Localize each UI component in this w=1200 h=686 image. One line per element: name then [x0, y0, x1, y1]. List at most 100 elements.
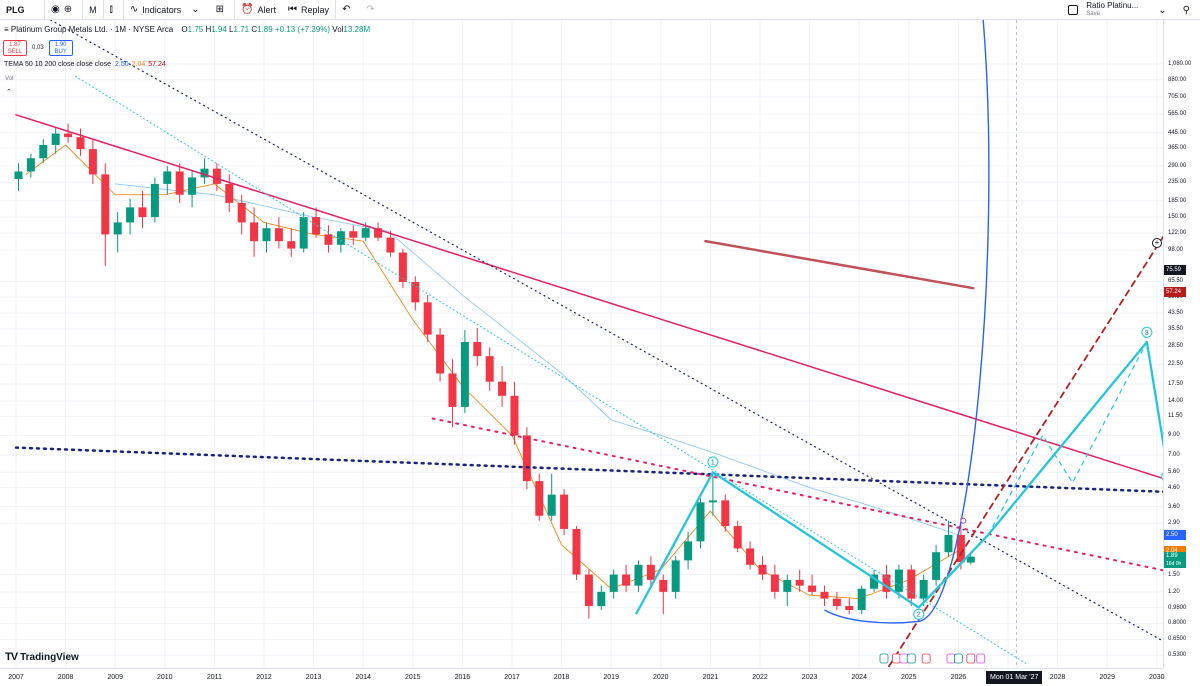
candle-body-1: [26, 158, 35, 172]
layout-name-label: Ratio Platinu...: [1086, 1, 1139, 10]
add-alert-plus-icon[interactable]: +: [1152, 238, 1162, 248]
replay-icon: ⏮: [288, 4, 297, 15]
price-tick-17: 22.50: [1168, 361, 1184, 368]
earnings-marker-0: [879, 653, 889, 664]
candle-body-7: [101, 174, 110, 235]
buy-label: BUY: [54, 49, 67, 55]
layout-menu-button[interactable]: ⌄: [1152, 0, 1176, 20]
price-tick-32: 0.5300: [1168, 652, 1187, 659]
sma-line: [115, 183, 959, 536]
collapse-legend-icon[interactable]: ⌃: [6, 89, 12, 96]
open-label: O: [181, 25, 188, 34]
price-axis[interactable]: 1,080.00 880.00 705.00 565.00 445.00 365.00 29…: [1163, 20, 1200, 668]
sell-button[interactable]: 1.87 SELL: [3, 40, 27, 56]
price-tick-13: 53.50: [1168, 294, 1184, 301]
candle-body-22: [287, 241, 296, 249]
chevron-down-icon: ⌄: [191, 4, 200, 15]
candle-body-36: [460, 342, 469, 407]
candle-body-45: [572, 528, 581, 575]
chart-type-button[interactable]: ⫾: [102, 0, 123, 20]
symbol-title[interactable]: Platinum Group Metals Ltd. · 1M · NYSE A…: [10, 25, 174, 34]
earnings-marker-5: [946, 653, 956, 664]
projection-dashed-line: [888, 235, 1163, 668]
low-value: 1.71: [233, 25, 250, 34]
close-label: C: [251, 25, 258, 34]
price-tick-11: 98.00: [1168, 247, 1184, 254]
time-tick-14: 2021: [702, 674, 719, 681]
candle-body-67: [845, 606, 854, 610]
candle-body-38: [485, 356, 494, 382]
time-tick-1: 2008: [57, 674, 74, 681]
buy-button[interactable]: 1.90 BUY: [48, 40, 73, 56]
price-tick-0: 1,080.00: [1168, 60, 1192, 67]
symbol-search-input[interactable]: PLG: [6, 4, 25, 15]
price-tick-15: 35.50: [1168, 325, 1184, 332]
layout-name-button[interactable]: Ratio Platinu... Save: [1086, 2, 1138, 18]
change-value: +0.13 (+7.39%): [274, 25, 331, 34]
price-tick-1: 880.00: [1168, 76, 1187, 83]
compare-symbol-button[interactable]: ◉ ⊕: [44, 0, 82, 20]
pink-dotted-resistance: [431, 417, 1163, 572]
undo-button[interactable]: ↶: [335, 0, 360, 20]
candle-body-15: [200, 168, 209, 178]
redo-button[interactable]: ↷: [360, 0, 384, 20]
candle-body-60: [758, 564, 767, 575]
candle-body-71: [894, 569, 903, 592]
time-tick-19: 2026: [950, 674, 967, 681]
candle-body-24: [312, 217, 321, 235]
current-price-value: 1.89: [1166, 552, 1178, 559]
sell-price: 1.87: [9, 42, 21, 48]
indicator-legend[interactable]: TEMA 50 10 200 close close close 2.50 2.04…: [4, 61, 166, 68]
price-tick-30: 0.8000: [1168, 620, 1187, 627]
sell-label: SELL: [7, 49, 23, 55]
volume-pane-label[interactable]: Vol: [5, 76, 14, 82]
vol-label: Vol: [332, 25, 344, 34]
candle-body-44: [560, 494, 569, 529]
tradingview-logo[interactable]: TV TradingView: [5, 651, 79, 663]
time-axis[interactable]: 2030202920282027202620252024202320222021…: [0, 668, 1165, 686]
earnings-marker-8: [976, 653, 986, 664]
alert-level-badge: 75.59: [1164, 265, 1186, 276]
candle-body-21: [274, 228, 283, 242]
candle-body-50: [634, 564, 643, 586]
cursor-date-label: Mon 01 Mar '27: [986, 671, 1043, 684]
price-chart[interactable]: 1234: [0, 20, 1163, 668]
layout-checkbox[interactable]: [1068, 5, 1079, 15]
indicator-value-1: 2.50: [115, 61, 129, 68]
parabolic-curve: [824, 20, 990, 624]
close-value: 1.89: [257, 25, 273, 34]
cyan-dotted-trendline: [75, 75, 1029, 666]
indicator-name: TEMA 50 10 200 close close close: [4, 61, 112, 68]
interval-button[interactable]: M: [82, 0, 103, 20]
wave-label-circle-3: [1141, 326, 1153, 338]
time-tick-21: 2028: [1049, 674, 1066, 681]
layout-controls: Ratio Platinu... Save ⌄ ⚲: [1068, 0, 1200, 20]
trade-buttons: 1.87 SELL 0.03 1.90 BUY: [3, 40, 73, 56]
candle-body-6: [88, 149, 97, 175]
candle-body-69: [870, 574, 879, 589]
elliott-wave-alt: [987, 341, 1148, 536]
plus-circle-icon: ⊕: [63, 4, 73, 15]
templates-button[interactable]: ⊞: [210, 0, 234, 20]
candle-body-20: [262, 228, 271, 242]
quick-search-button[interactable]: ⚲: [1177, 0, 1200, 20]
time-tick-0: 2007: [8, 674, 24, 681]
alert-button[interactable]: ⏰ Alert: [234, 0, 282, 20]
top-toolbar: PLG ◉ ⊕ M ⫾ ∿ Indicators ⌄ ⊞ ⏰ Alert ⏮ Replay…: [0, 0, 1200, 20]
indicators-button[interactable]: ∿ Indicators ⌄: [122, 0, 210, 20]
earnings-marker-3: [906, 653, 916, 664]
candle-body-33: [423, 302, 432, 335]
candle-body-58: [733, 526, 742, 549]
replay-button[interactable]: ⏮ Replay: [282, 0, 335, 20]
time-tick-7: 2014: [355, 674, 371, 681]
open-value: 1.75: [187, 25, 204, 34]
candle-body-28: [361, 228, 370, 238]
candle-body-75: [944, 534, 953, 553]
candle-body-64: [808, 585, 817, 592]
price-tick-25: 3.60: [1168, 503, 1180, 510]
earnings-marker-4: [921, 653, 931, 664]
earnings-marker-7: [966, 653, 976, 664]
time-tick-23: 2030: [1149, 674, 1165, 681]
price-tick-6: 290.00: [1168, 162, 1187, 169]
candle-body-48: [609, 574, 618, 592]
